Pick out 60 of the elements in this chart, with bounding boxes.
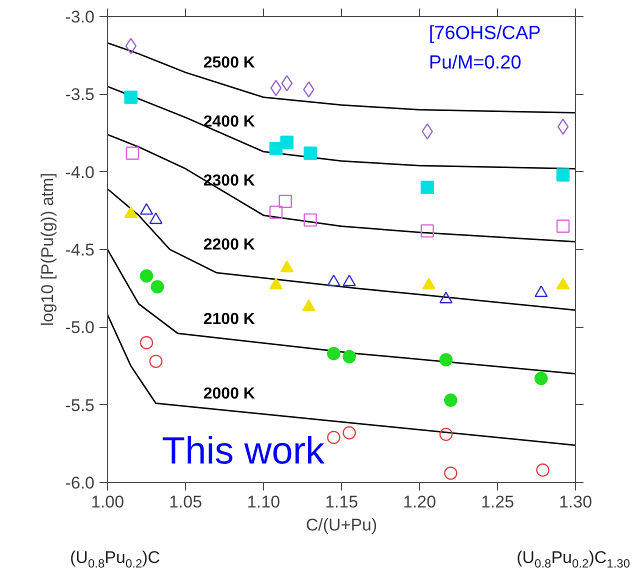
x-axis-title: C/(U+Pu): [306, 516, 378, 534]
point: [126, 146, 140, 160]
point: [556, 220, 570, 233]
line-series: [108, 188, 576, 311]
point: [124, 90, 138, 104]
line-series: [108, 248, 576, 375]
point: [342, 426, 356, 440]
point: [342, 350, 356, 364]
point: [420, 224, 434, 238]
point: [556, 168, 570, 182]
annotation: [76OHS/CAP: [428, 23, 541, 44]
point: [149, 354, 163, 368]
point: [125, 38, 137, 54]
point: [439, 428, 453, 441]
x-tick-label: 1.05: [168, 492, 202, 512]
point: [444, 466, 458, 480]
annotation: 2000 K: [203, 385, 256, 402]
point: [327, 430, 340, 444]
annotation: 2200 K: [203, 236, 256, 254]
y-axis-title: log10 [P(Pu(g)) atm]: [38, 172, 58, 326]
x-tick-label: 1.30: [558, 492, 592, 512]
annotation: 2500 K: [203, 54, 256, 72]
x-tick-label: 1.25: [480, 492, 514, 512]
y-tick-label: -4.5: [65, 240, 95, 260]
annotation: Pu/M=0.20: [428, 52, 522, 74]
text: (U$_{0.8}$Pu$_{0.2}$)C: [70, 548, 160, 572]
point: [140, 336, 154, 350]
x-tick-label: 1.20: [402, 492, 436, 512]
y-tick-label: -3.5: [65, 85, 95, 104]
point: [420, 180, 434, 194]
y-tick-label: -3.0: [65, 8, 95, 26]
y-tick-label: -6.0: [65, 474, 95, 492]
point: [534, 372, 548, 386]
y-tick-label: -5.5: [65, 396, 95, 415]
point: [280, 136, 294, 149]
point: [278, 194, 292, 208]
point: [327, 346, 340, 360]
point: [557, 118, 569, 135]
point: [140, 269, 154, 283]
point: [304, 146, 317, 160]
line-series: [108, 86, 576, 170]
point: [536, 463, 550, 477]
x-tick-label: 1.10: [246, 492, 280, 512]
line-series: [108, 42, 576, 114]
point: [439, 353, 453, 366]
annotation: This work: [162, 430, 326, 472]
point: [269, 206, 283, 219]
y-tick-label: -5.0: [65, 318, 95, 338]
point: [444, 394, 458, 407]
x-tick-label: 1.15: [324, 492, 358, 512]
point: [304, 213, 317, 227]
y-tick-label: -4.0: [65, 162, 95, 182]
text: (U$_{0.8}$Pu$_{0.2}$)C$_{1.30}$: [516, 548, 630, 572]
annotation: 2300 K: [203, 172, 256, 190]
point: [270, 80, 282, 96]
x-tick-label: 1.00: [90, 492, 124, 512]
point: [281, 75, 293, 92]
annotation: 2100 K: [203, 310, 256, 328]
point: [150, 280, 164, 294]
annotation: 2400 K: [203, 114, 256, 131]
